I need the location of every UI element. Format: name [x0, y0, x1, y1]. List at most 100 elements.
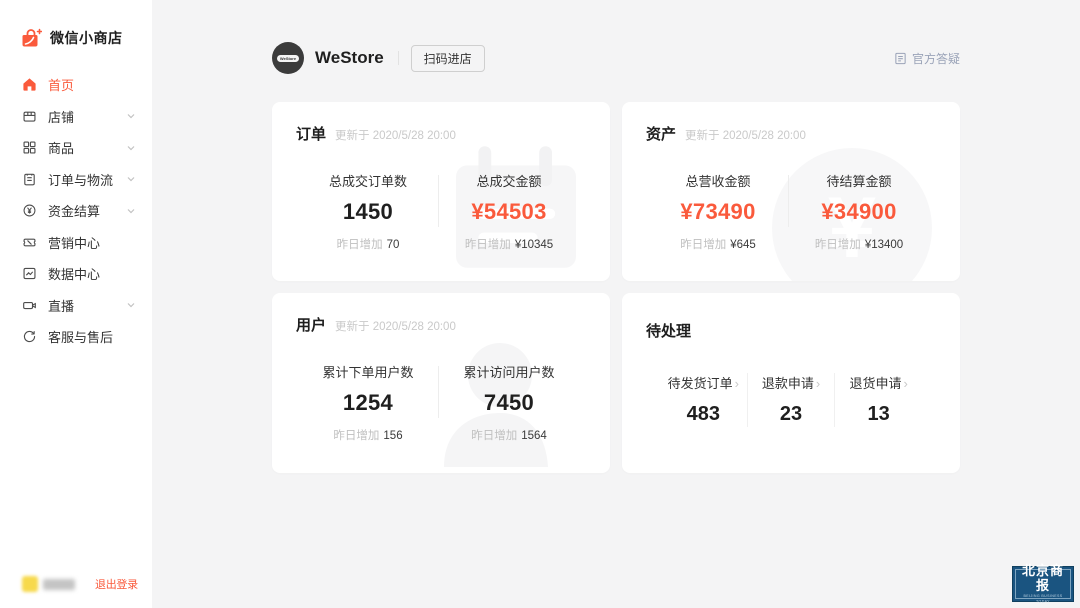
- sidebar: 微信小商店 首页 店铺 商品: [0, 0, 152, 608]
- metric-delta: 昨日增加 1564: [471, 430, 547, 442]
- card-title: 待处理: [646, 323, 692, 340]
- shop-icon: [21, 108, 37, 124]
- card-updated-at: 更新于 2020/5/28 20:00: [335, 130, 456, 142]
- live-camera-icon: [21, 297, 37, 313]
- metric-label: 总成交订单数: [328, 174, 407, 189]
- metric-label: 累计访问用户数: [463, 365, 555, 380]
- sidebar-item-label: 营销中心: [48, 235, 101, 251]
- chevron-down-icon: [126, 206, 136, 216]
- app-logo: 微信小商店: [0, 0, 152, 49]
- beijing-business-today-logo: 北京商报 BEIJING BUSINESS TODAY: [1012, 563, 1074, 604]
- pending-divider: [834, 373, 836, 427]
- sidebar-item-data-center[interactable]: 数据中心: [0, 258, 152, 290]
- grid-icon: [21, 140, 37, 156]
- chevron-down-icon: [126, 300, 136, 310]
- sidebar-item-orders-logistics[interactable]: 订单与物流: [0, 164, 152, 196]
- metric-value: ¥34900: [821, 199, 897, 224]
- metric-divider: [438, 366, 439, 418]
- sidebar-footer: 退出登录: [0, 576, 152, 592]
- sidebar-item-customer-service[interactable]: 客服与售后: [0, 321, 152, 353]
- sidebar-item-label: 资金结算: [48, 204, 101, 220]
- brand-cn-text: 北京商报: [1021, 563, 1064, 593]
- metric-value: 1254: [342, 390, 394, 415]
- metric-divider: [788, 175, 789, 227]
- official-faq-label: 官方答疑: [911, 51, 960, 66]
- store-avatar-label: WeStore: [276, 54, 300, 62]
- metric-label: 累计下单用户数: [322, 365, 414, 380]
- sidebar-item-shop[interactable]: 店铺: [0, 101, 152, 133]
- orders-card: 订单 更新于 2020/5/28 20:00 总成交订单数 1450 昨日增加 7…: [272, 102, 610, 281]
- shopping-bag-icon: [20, 27, 42, 49]
- sidebar-item-label: 数据中心: [48, 267, 101, 283]
- metric-total-revenue: 总营收金额 ¥73490 昨日增加 ¥645: [648, 171, 788, 252]
- sidebar-item-marketing[interactable]: 营销中心: [0, 227, 152, 259]
- metric-value: ¥73490: [680, 199, 756, 224]
- yen-watermark-icon: [772, 148, 932, 281]
- metric-delta: 昨日增加 ¥13400: [814, 239, 904, 251]
- card-title: 资产: [646, 126, 677, 143]
- card-updated-at: 更新于 2020/5/28 20:00: [685, 130, 806, 142]
- card-title: 用户: [296, 317, 327, 334]
- pending-link[interactable]: 退款申请: [748, 373, 835, 392]
- assets-card: 资产 更新于 2020/5/28 20:00 总营收金额 ¥73490 昨日增加…: [622, 102, 960, 281]
- sidebar-item-label: 商品: [48, 141, 75, 157]
- sidebar-item-label: 订单与物流: [48, 172, 114, 188]
- pending-value: 13: [867, 403, 890, 425]
- pending-link[interactable]: 待发货订单: [660, 373, 747, 392]
- pending-card: 待处理 待发货订单 483 退款申请 23: [622, 293, 960, 473]
- logout-link[interactable]: 退出登录: [95, 579, 138, 591]
- metric-visit-users: 累计访问用户数 7450 昨日增加 1564: [439, 362, 579, 443]
- brand-en-text: BEIJING BUSINESS TODAY: [1023, 593, 1063, 604]
- pending-divider: [746, 373, 748, 427]
- page-header: WeStore WeStore 扫码进店 官方答疑: [272, 42, 960, 74]
- data-chart-icon: [21, 266, 37, 282]
- metric-value: 1450: [342, 199, 394, 224]
- sidebar-item-label: 直播: [48, 298, 75, 314]
- metric-total-orders: 总成交订单数 1450 昨日增加 70: [298, 171, 438, 252]
- pending-link[interactable]: 退货申请: [835, 373, 922, 392]
- chevron-down-icon: [126, 111, 136, 121]
- metric-delta: 昨日增加 156: [333, 430, 403, 442]
- pending-return-requests: 退货申请 13: [835, 373, 922, 427]
- user-name-redacted: [43, 578, 75, 590]
- chevron-down-icon: [126, 143, 136, 153]
- header-divider: [397, 51, 399, 65]
- metric-value: 7450: [483, 390, 535, 415]
- metric-delta: 昨日增加 ¥645: [680, 239, 756, 251]
- store-avatar: WeStore: [272, 42, 304, 74]
- metric-order-users: 累计下单用户数 1254 昨日增加 156: [298, 362, 438, 443]
- metric-total-gmv: 总成交金额 ¥54503 昨日增加 ¥10345: [439, 171, 579, 252]
- sidebar-item-settlement[interactable]: 资金结算: [0, 195, 152, 227]
- sidebar-item-live[interactable]: 直播: [0, 290, 152, 322]
- chevron-right-icon: [816, 376, 820, 391]
- store-name: WeStore: [315, 48, 384, 67]
- sidebar-item-goods[interactable]: 商品: [0, 132, 152, 164]
- sidebar-item-label: 客服与售后: [48, 330, 114, 346]
- scan-enter-store-button[interactable]: 扫码进店: [410, 44, 485, 72]
- app-title: 微信小商店: [50, 30, 123, 46]
- official-faq-link[interactable]: 官方答疑: [894, 50, 960, 67]
- pending-to-ship-orders: 待发货订单 483: [660, 373, 747, 427]
- users-card: 用户 更新于 2020/5/28 20:00 累计下单用户数 1254 昨日增加…: [272, 293, 610, 473]
- metric-delta: 昨日增加 70: [336, 239, 400, 251]
- chevron-right-icon: [735, 376, 739, 391]
- sidebar-item-label: 首页: [48, 78, 75, 94]
- ticket-icon: [21, 234, 37, 250]
- metric-value: ¥54503: [471, 199, 547, 224]
- pending-value: 483: [686, 403, 721, 425]
- document-icon: [895, 52, 906, 64]
- after-sales-icon: [21, 329, 37, 345]
- card-title: 订单: [296, 126, 327, 143]
- sidebar-item-label: 店铺: [48, 109, 75, 125]
- metric-label: 待结算金额: [826, 174, 892, 189]
- metric-label: 总营收金额: [685, 174, 751, 189]
- person-watermark-icon: [444, 343, 548, 467]
- dashboard-cards: 订单 更新于 2020/5/28 20:00 总成交订单数 1450 昨日增加 7…: [272, 102, 960, 473]
- sidebar-item-home[interactable]: 首页: [0, 69, 152, 101]
- metric-pending-settlement: 待结算金额 ¥34900 昨日增加 ¥13400: [789, 171, 929, 252]
- main-area: WeStore WeStore 扫码进店 官方答疑: [152, 0, 1080, 608]
- metric-label: 总成交金额: [476, 174, 542, 189]
- metric-divider: [438, 175, 439, 227]
- card-updated-at: 更新于 2020/5/28 20:00: [335, 321, 456, 333]
